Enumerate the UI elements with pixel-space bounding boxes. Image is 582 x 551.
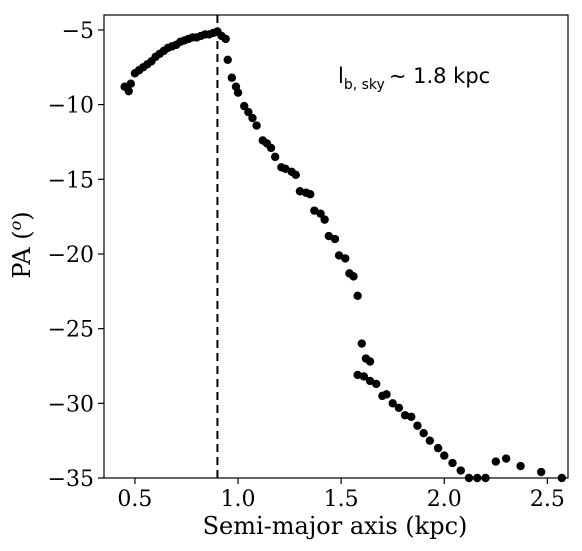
data-point bbox=[349, 272, 358, 281]
data-point bbox=[536, 467, 546, 477]
data-point bbox=[359, 372, 369, 381]
bar-length-annotation: lb, sky ∼ 1.8 kpc bbox=[338, 64, 490, 93]
data-point bbox=[320, 215, 329, 224]
y-tick-label: −5 bbox=[62, 19, 94, 44]
data-point bbox=[244, 107, 253, 117]
axis-ticks bbox=[98, 29, 548, 484]
data-point bbox=[419, 428, 428, 438]
data-point bbox=[407, 412, 416, 421]
data-point bbox=[266, 143, 276, 153]
data-point bbox=[516, 461, 525, 471]
data-point bbox=[330, 234, 340, 244]
data-point bbox=[456, 466, 465, 475]
data-point bbox=[382, 390, 391, 399]
data-point bbox=[365, 357, 375, 366]
y-tick-label: −25 bbox=[48, 318, 94, 343]
data-point bbox=[425, 436, 435, 445]
x-axis-title: Semi-major axis (kpc) bbox=[203, 512, 468, 540]
data-point bbox=[248, 113, 257, 123]
data-point bbox=[291, 170, 300, 180]
y-tick-label: −30 bbox=[48, 392, 94, 417]
plot-frame bbox=[103, 14, 569, 479]
annotation-symbol: l bbox=[338, 64, 344, 88]
y-axis-title-main: PA ( bbox=[8, 230, 36, 278]
data-point bbox=[491, 457, 501, 466]
data-point bbox=[223, 55, 232, 65]
y-axis-title-sup: o bbox=[6, 221, 25, 231]
y-tick-labels: −5 −10 −15 −20 −25 −30 −35 bbox=[48, 19, 94, 492]
data-point bbox=[433, 443, 443, 453]
y-tick-label: −35 bbox=[48, 467, 94, 492]
x-tick-label: 0.5 bbox=[117, 487, 152, 512]
data-point bbox=[221, 34, 230, 44]
data-point bbox=[126, 79, 136, 88]
x-tick-label: 1.5 bbox=[324, 487, 359, 512]
data-point bbox=[357, 339, 366, 348]
data-point bbox=[240, 101, 249, 111]
annotation-subscript: b, sky bbox=[344, 77, 385, 93]
data-point bbox=[448, 458, 457, 468]
x-tick-label: 1.0 bbox=[221, 487, 256, 512]
x-tick-label: 2.0 bbox=[427, 487, 462, 512]
y-tick-label: −20 bbox=[48, 243, 94, 268]
annotation-value: ∼ 1.8 kpc bbox=[389, 64, 490, 88]
data-point bbox=[233, 88, 243, 97]
data-point bbox=[306, 190, 315, 199]
data-point bbox=[388, 399, 397, 408]
data-point bbox=[227, 73, 237, 82]
y-tick-label: −15 bbox=[48, 168, 94, 193]
data-point bbox=[270, 152, 280, 162]
data-point bbox=[353, 291, 362, 300]
x-tick-labels: 0.5 1.0 1.5 2.0 2.5 bbox=[117, 487, 564, 512]
data-point bbox=[252, 121, 261, 130]
data-point bbox=[394, 403, 404, 413]
y-axis-title: PA (o) bbox=[6, 211, 36, 278]
data-point bbox=[124, 86, 133, 96]
data-point bbox=[440, 451, 449, 460]
data-point bbox=[372, 379, 381, 389]
y-axis-title-close: ) bbox=[8, 211, 36, 220]
data-points bbox=[120, 27, 567, 483]
data-point bbox=[501, 454, 511, 463]
data-point bbox=[413, 421, 422, 430]
y-tick-label: −10 bbox=[48, 94, 94, 119]
data-point bbox=[341, 254, 350, 263]
x-tick-label: 2.5 bbox=[530, 487, 565, 512]
data-point bbox=[316, 209, 325, 218]
